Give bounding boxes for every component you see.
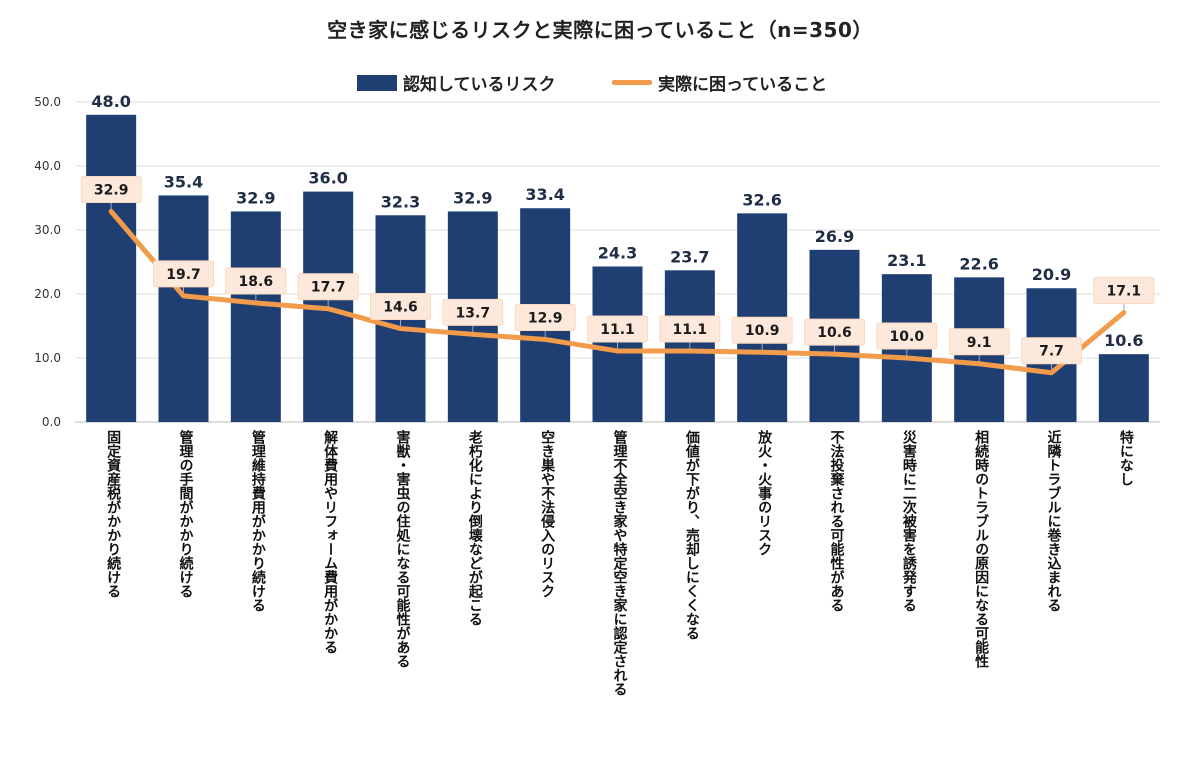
legend-label-bar: 認知しているリスク [403,75,556,95]
bar [230,211,281,422]
line-label-box [153,260,214,288]
bar-value-label: 10.6 [1104,331,1143,350]
x-category-label: 近隣トラブルに巻き込まれる [1045,430,1062,612]
line-point [470,332,475,337]
line-point [253,300,258,305]
line-point [977,361,982,366]
line-label-box [587,315,648,343]
bar [1098,354,1149,422]
y-tick-label: 10.0 [34,351,61,365]
line-label-box [225,267,287,295]
line-point [1121,310,1126,315]
line-point [543,337,548,342]
line-value-label: 11.1 [673,322,708,338]
x-category-label: 管理維持費用がかかり続ける [249,430,266,612]
line-point [904,356,909,360]
legend-item-line: 実際に困っていること [612,70,827,95]
x-category-label: 管理の手間がかかり続ける [177,430,194,598]
line-point [760,350,765,355]
line-point [615,348,620,353]
line-label-box [297,273,359,301]
x-category-label: 災害時に二次被害を誘発する [900,430,917,612]
line-label-box [948,328,1010,356]
x-category-label: 不法投棄される可能性がある [828,430,845,612]
line-label-box [370,293,431,321]
legend: 認知しているリスク 実際に困っていること [0,70,1200,98]
bar-value-label: 32.3 [381,192,420,211]
line-value-label: 11.1 [600,322,635,338]
bar-value-label: 22.6 [959,254,998,273]
chart-title: 空き家に感じるリスクと実際に困っていること（n=350） [327,18,873,42]
x-category-label: 特になし [1117,430,1134,486]
line-label-box [1093,277,1155,305]
line-point [398,326,403,331]
y-tick-label: 20.0 [34,287,61,301]
x-category-label: 固定資産税がかかり続ける [105,430,122,598]
legend-swatch-line [612,80,652,85]
bar-value-label: 26.9 [815,227,854,246]
line-label-box [1021,337,1082,365]
bar-value-label: 24.3 [598,243,637,262]
line-value-label: 9.1 [967,335,992,351]
line-point [687,348,692,353]
line-value-label: 17.1 [1107,284,1142,300]
line-point [326,306,331,311]
line-value-label: 19.7 [166,267,201,283]
line-value-label: 32.9 [94,182,129,198]
line-label-box [80,175,142,203]
bar [86,114,137,423]
bar-value-label: 32.9 [453,188,492,207]
x-category-label: 管理不全空き家や特定空き家に認定される [611,430,628,696]
x-category-label: 価値が下がり、売却しにくくなる [683,430,700,640]
line-value-label: 7.7 [1039,344,1064,360]
line-value-label: 10.9 [745,323,780,339]
x-category-label: 相続時のトラブルの原因になる可能性 [973,430,990,668]
line-value-label: 17.7 [311,280,346,296]
line-value-label: 13.7 [456,305,491,321]
x-category-label: 害獣・害虫の住処になる可能性がある [394,430,411,668]
bar-value-label: 35.4 [164,172,203,191]
x-category-label: 放火・火事のリスク [756,430,773,556]
line-value-label: 12.9 [528,310,563,326]
line-point [1049,370,1054,375]
bar-value-label: 48.0 [91,92,130,111]
line-point [832,352,837,357]
x-category-label: 解体費用やリフォーム費用がかかる [322,430,339,654]
legend-swatch-bar [357,74,397,91]
line-label-box [876,322,938,350]
line-value-label: 10.0 [890,329,925,345]
line-point [109,209,114,214]
bar-value-label: 32.6 [742,190,781,209]
line-label-box [514,303,576,331]
x-category-label: 老朽化により倒壊などが起こる [466,430,483,626]
y-tick-label: 30.0 [34,223,61,237]
bar-value-label: 32.9 [236,188,275,207]
bar-value-label: 23.1 [887,251,926,270]
legend-label-line: 実際に困っていること [658,75,828,95]
line-label-box [731,316,793,344]
bar-value-label: 23.7 [670,247,709,266]
bar-value-label: 33.4 [525,185,564,204]
y-tick-label: 0.0 [42,415,61,429]
line-point [181,293,186,298]
bar-value-label: 20.9 [1032,265,1071,284]
legend-item-bar: 認知しているリスク [357,70,556,95]
line-label-box [659,315,721,343]
y-tick-label: 50.0 [34,95,61,109]
bar-value-label: 36.0 [308,169,347,188]
line-value-label: 14.6 [383,300,418,316]
line-value-label: 10.6 [817,325,852,341]
bar [158,195,209,422]
x-category-label: 空き巣や不法侵入のリスク [539,430,556,598]
line-label-box [804,318,865,346]
line-value-label: 18.6 [239,274,274,290]
y-tick-label: 40.0 [34,159,61,173]
line-label-box [442,298,504,326]
